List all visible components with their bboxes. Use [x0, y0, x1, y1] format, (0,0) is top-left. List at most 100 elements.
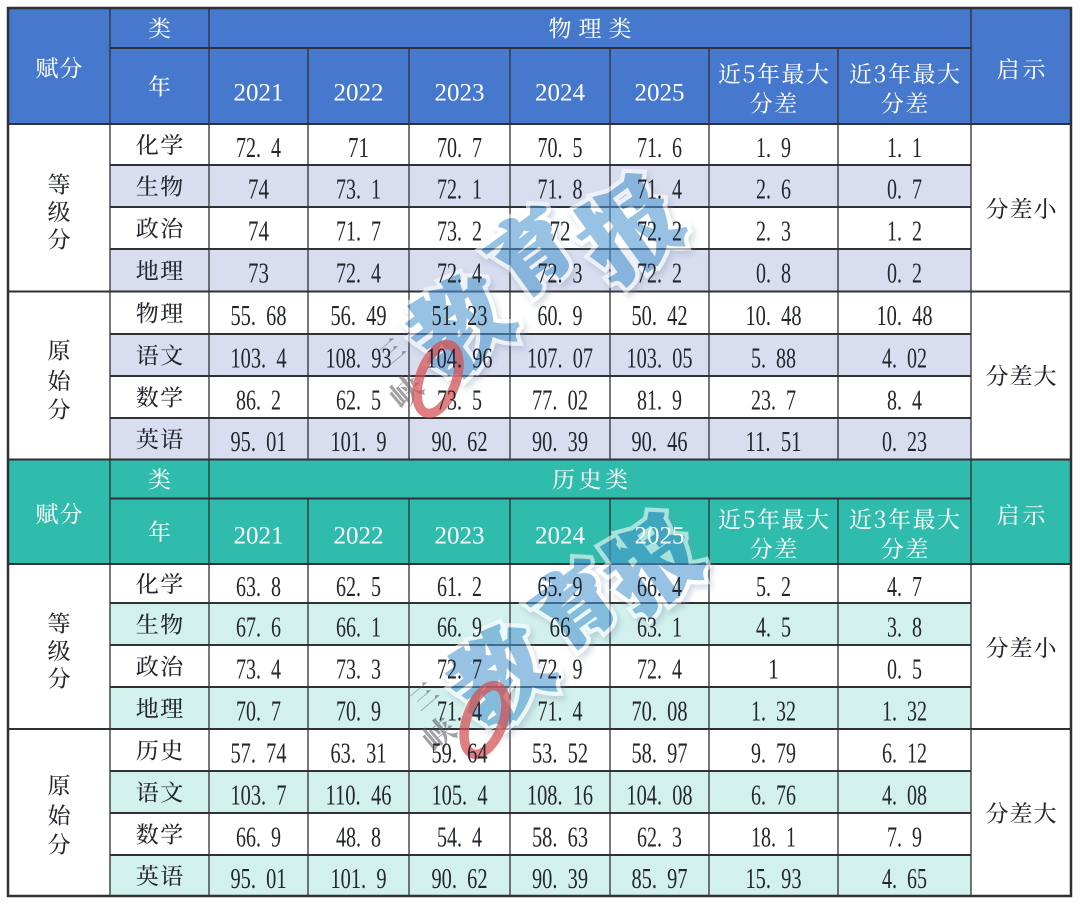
- svg-text:105. 4: 105. 4: [432, 780, 488, 811]
- svg-text:7. 9: 7. 9: [887, 822, 922, 853]
- svg-text:10. 48: 10. 48: [877, 301, 933, 332]
- svg-text:0. 8: 0. 8: [756, 259, 791, 290]
- svg-text:71. 6: 71. 6: [637, 133, 682, 164]
- svg-text:1: 1: [768, 654, 779, 685]
- svg-text:2024: 2024: [535, 522, 586, 549]
- svg-text:62. 5: 62. 5: [336, 572, 381, 603]
- svg-text:70. 9: 70. 9: [336, 696, 381, 727]
- svg-text:103. 4: 103. 4: [231, 343, 287, 374]
- svg-text:72. 4: 72. 4: [336, 259, 381, 290]
- svg-text:74: 74: [248, 174, 269, 205]
- svg-text:108. 93: 108. 93: [326, 343, 392, 374]
- svg-text:71. 7: 71. 7: [336, 216, 381, 247]
- svg-text:72. 9: 72. 9: [538, 654, 583, 685]
- svg-text:11. 51: 11. 51: [746, 427, 802, 458]
- svg-text:63. 8: 63. 8: [236, 572, 281, 603]
- svg-text:103. 05: 103. 05: [627, 343, 693, 374]
- svg-text:59. 64: 59. 64: [432, 738, 488, 769]
- svg-text:1. 32: 1. 32: [751, 696, 796, 727]
- svg-text:73. 3: 73. 3: [336, 654, 381, 685]
- svg-text:90. 39: 90. 39: [532, 427, 588, 458]
- svg-text:72. 4: 72. 4: [437, 259, 482, 290]
- svg-text:72. 2: 72. 2: [637, 259, 682, 290]
- svg-text:2023: 2023: [435, 79, 485, 106]
- svg-text:72. 4: 72. 4: [637, 654, 682, 685]
- svg-text:2025: 2025: [635, 522, 685, 549]
- svg-text:66: 66: [550, 612, 571, 643]
- svg-text:72. 1: 72. 1: [437, 174, 482, 205]
- svg-text:0. 5: 0. 5: [887, 654, 922, 685]
- svg-text:70. 5: 70. 5: [538, 133, 583, 164]
- svg-text:71. 4: 71. 4: [637, 174, 682, 205]
- svg-text:1. 32: 1. 32: [882, 696, 927, 727]
- svg-text:66. 1: 66. 1: [336, 612, 381, 643]
- svg-text:73. 2: 73. 2: [437, 216, 482, 247]
- svg-text:71: 71: [348, 133, 369, 164]
- svg-text:65. 9: 65. 9: [538, 572, 583, 603]
- svg-text:57. 74: 57. 74: [231, 738, 287, 769]
- svg-text:74: 74: [248, 216, 269, 247]
- svg-text:90. 46: 90. 46: [632, 427, 688, 458]
- svg-text:66. 4: 66. 4: [637, 572, 682, 603]
- svg-text:61. 2: 61. 2: [437, 572, 482, 603]
- svg-text:73: 73: [248, 259, 269, 290]
- svg-text:107. 07: 107. 07: [527, 343, 593, 374]
- svg-text:55. 68: 55. 68: [231, 301, 287, 332]
- svg-text:85. 97: 85. 97: [632, 864, 688, 895]
- svg-text:2025: 2025: [635, 79, 685, 106]
- svg-text:62. 3: 62. 3: [637, 822, 682, 853]
- svg-text:5. 88: 5. 88: [751, 343, 796, 374]
- svg-text:101. 9: 101. 9: [331, 864, 387, 895]
- svg-text:2. 6: 2. 6: [756, 174, 791, 205]
- svg-text:90. 39: 90. 39: [532, 864, 588, 895]
- svg-text:2022: 2022: [334, 79, 384, 106]
- svg-text:70. 7: 70. 7: [437, 133, 482, 164]
- svg-text:71. 8: 71. 8: [538, 174, 583, 205]
- svg-text:73. 1: 73. 1: [336, 174, 381, 205]
- svg-text:73. 4: 73. 4: [236, 654, 281, 685]
- svg-text:1. 2: 1. 2: [887, 216, 922, 247]
- svg-text:4. 7: 4. 7: [887, 572, 922, 603]
- svg-text:2022: 2022: [334, 522, 384, 549]
- svg-text:71. 4: 71. 4: [538, 696, 583, 727]
- svg-text:6. 12: 6. 12: [882, 738, 927, 769]
- svg-text:54. 4: 54. 4: [437, 822, 482, 853]
- svg-text:104. 96: 104. 96: [427, 343, 493, 374]
- svg-text:62. 5: 62. 5: [336, 385, 381, 416]
- svg-text:23. 7: 23. 7: [751, 385, 796, 416]
- svg-text:9. 79: 9. 79: [751, 738, 796, 769]
- svg-text:72. 2: 72. 2: [637, 216, 682, 247]
- svg-text:63. 31: 63. 31: [331, 738, 387, 769]
- svg-text:15. 93: 15. 93: [746, 864, 802, 895]
- svg-text:10. 48: 10. 48: [746, 301, 802, 332]
- svg-text:71. 4: 71. 4: [437, 696, 482, 727]
- svg-text:53. 52: 53. 52: [532, 738, 588, 769]
- svg-text:70. 08: 70. 08: [632, 696, 688, 727]
- svg-text:50. 42: 50. 42: [632, 301, 688, 332]
- svg-text:72. 4: 72. 4: [236, 133, 281, 164]
- svg-text:103. 7: 103. 7: [231, 780, 287, 811]
- svg-text:51. 23: 51. 23: [432, 301, 488, 332]
- svg-text:0. 2: 0. 2: [887, 259, 922, 290]
- svg-text:73. 5: 73. 5: [437, 385, 482, 416]
- svg-text:1. 1: 1. 1: [887, 133, 922, 164]
- svg-text:2023: 2023: [435, 522, 485, 549]
- svg-text:5. 2: 5. 2: [756, 572, 791, 603]
- svg-text:0. 23: 0. 23: [882, 427, 927, 458]
- svg-text:72. 7: 72. 7: [437, 654, 482, 685]
- svg-text:2024: 2024: [535, 79, 586, 106]
- svg-text:48. 8: 48. 8: [336, 822, 381, 853]
- svg-text:2021: 2021: [234, 522, 284, 549]
- svg-text:81. 9: 81. 9: [637, 385, 682, 416]
- svg-text:58. 63: 58. 63: [532, 822, 588, 853]
- svg-text:63. 1: 63. 1: [637, 612, 682, 643]
- svg-text:72: 72: [550, 216, 571, 247]
- svg-text:2. 3: 2. 3: [756, 216, 791, 247]
- svg-text:1. 9: 1. 9: [756, 133, 791, 164]
- svg-text:60. 9: 60. 9: [538, 301, 583, 332]
- svg-text:66. 9: 66. 9: [437, 612, 482, 643]
- svg-text:86. 2: 86. 2: [236, 385, 281, 416]
- svg-text:90. 62: 90. 62: [432, 864, 488, 895]
- svg-text:18. 1: 18. 1: [751, 822, 796, 853]
- svg-text:4. 5: 4. 5: [756, 612, 791, 643]
